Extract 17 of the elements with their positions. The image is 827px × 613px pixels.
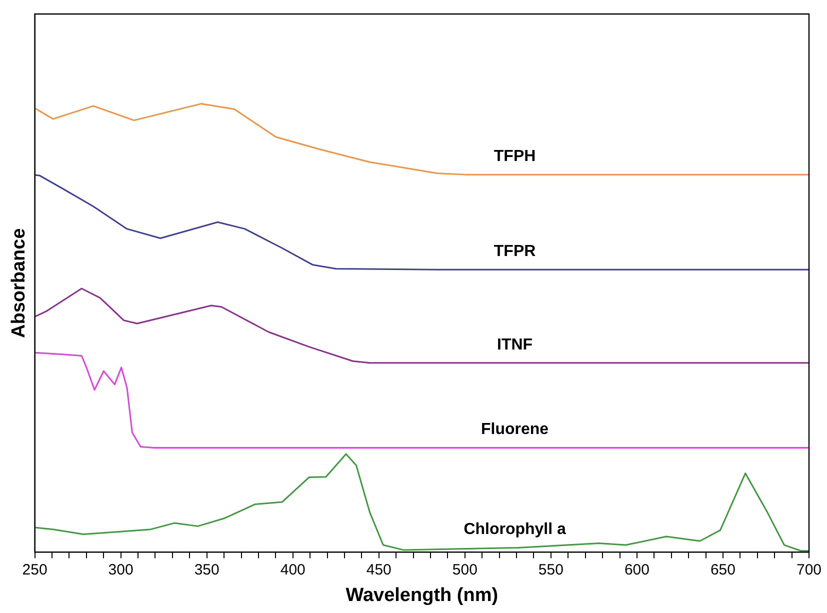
series-label: TFPH bbox=[494, 148, 536, 165]
x-tick-label: 700 bbox=[796, 561, 822, 578]
x-tick-label: 250 bbox=[22, 561, 48, 578]
x-tick-label: 300 bbox=[108, 561, 134, 578]
x-tick-label: 600 bbox=[624, 561, 650, 578]
y-axis-title: Absorbance bbox=[8, 228, 30, 338]
x-tick-label: 650 bbox=[710, 561, 736, 578]
series-label: TFPR bbox=[494, 243, 536, 260]
x-tick-label: 400 bbox=[280, 561, 306, 578]
x-tick-label: 450 bbox=[366, 561, 392, 578]
series-label: Chlorophyll a bbox=[464, 521, 566, 538]
x-tick-label: 550 bbox=[538, 561, 564, 578]
series-label: ITNF bbox=[497, 336, 533, 354]
x-tick-label: 500 bbox=[452, 561, 478, 578]
x-tick-label: 350 bbox=[194, 561, 220, 578]
series-label: Fluorene bbox=[481, 421, 549, 438]
x-axis-title: Wavelength (nm) bbox=[346, 584, 498, 606]
